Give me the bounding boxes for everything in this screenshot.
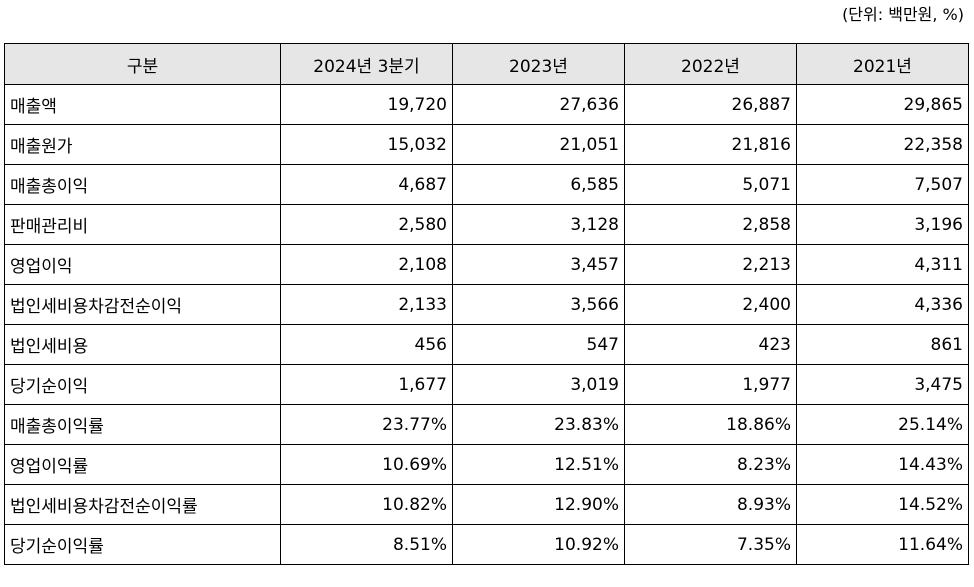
row-value: 2,213 [624,244,797,285]
row-value: 423 [624,324,797,365]
unit-note: (단위: 백만원, %) [842,5,964,24]
row-label: 당기순이익률 [4,524,281,565]
header-category: 구분 [4,43,281,85]
header-row: 구분 2024년 3분기 2023년 2022년 2021년 [4,43,969,85]
table-row: 영업이익 2,108 3,457 2,213 4,311 [4,244,969,285]
row-value: 1,977 [624,364,797,405]
row-value: 5,071 [624,164,797,205]
row-value: 10.69% [280,444,453,485]
row-value: 22,358 [796,124,969,165]
row-label: 법인세비용차감전순이익률 [4,484,281,525]
row-value: 26,887 [624,84,797,125]
row-value: 10.92% [452,524,625,565]
row-value: 8.93% [624,484,797,525]
row-value: 4,336 [796,284,969,325]
row-value: 547 [452,324,625,365]
row-value: 8.51% [280,524,453,565]
row-value: 7,507 [796,164,969,205]
row-value: 8.23% [624,444,797,485]
header-2022: 2022년 [624,43,797,85]
table-row: 판매관리비 2,580 3,128 2,858 3,196 [4,204,969,245]
header-2023: 2023년 [452,43,625,85]
row-value: 3,566 [452,284,625,325]
row-value: 4,687 [280,164,453,205]
row-label: 법인세비용차감전순이익 [4,284,281,325]
row-value: 23.77% [280,404,453,445]
row-value: 2,580 [280,204,453,245]
table-row: 법인세비용 456 547 423 861 [4,324,969,365]
row-value: 2,133 [280,284,453,325]
row-value: 12.51% [452,444,625,485]
row-label: 영업이익률 [4,444,281,485]
row-value: 6,585 [452,164,625,205]
row-value: 1,677 [280,364,453,405]
table-body: 매출액 19,720 27,636 26,887 29,865 매출원가 15,032 21,… [4,84,969,565]
row-value: 25.14% [796,404,969,445]
row-value: 19,720 [280,84,453,125]
row-label: 매출총이익률 [4,404,281,445]
row-value: 11.64% [796,524,969,565]
row-value: 23.83% [452,404,625,445]
row-value: 18.86% [624,404,797,445]
table-row: 당기순이익률 8.51% 10.92% 7.35% 11.64% [4,524,969,565]
row-value: 27,636 [452,84,625,125]
table-row: 법인세비용차감전순이익률 10.82% 12.90% 8.93% 14.52% [4,484,969,525]
row-value: 14.43% [796,444,969,485]
row-label: 영업이익 [4,244,281,285]
row-value: 15,032 [280,124,453,165]
row-label: 매출원가 [4,124,281,165]
row-label: 법인세비용 [4,324,281,365]
row-value: 21,051 [452,124,625,165]
row-label: 매출액 [4,84,281,125]
table-row: 매출총이익률 23.77% 23.83% 18.86% 25.14% [4,404,969,445]
row-value: 2,858 [624,204,797,245]
header-2021: 2021년 [796,43,969,85]
table-row: 매출액 19,720 27,636 26,887 29,865 [4,84,969,125]
row-value: 7.35% [624,524,797,565]
table-row: 당기순이익 1,677 3,019 1,977 3,475 [4,364,969,405]
header-2024-q3: 2024년 3분기 [280,43,453,85]
row-label: 판매관리비 [4,204,281,245]
table-row: 매출총이익 4,687 6,585 5,071 7,507 [4,164,969,205]
row-value: 456 [280,324,453,365]
row-value: 4,311 [796,244,969,285]
row-label: 당기순이익 [4,364,281,405]
row-value: 3,128 [452,204,625,245]
financial-summary-table: 구분 2024년 3분기 2023년 2022년 2021년 매출액 19,720… [4,43,969,565]
row-value: 21,816 [624,124,797,165]
row-value: 14.52% [796,484,969,525]
row-value: 3,196 [796,204,969,245]
row-value: 861 [796,324,969,365]
table-row: 법인세비용차감전순이익 2,133 3,566 2,400 4,336 [4,284,969,325]
row-value: 10.82% [280,484,453,525]
row-value: 2,400 [624,284,797,325]
table-row: 영업이익률 10.69% 12.51% 8.23% 14.43% [4,444,969,485]
row-value: 3,475 [796,364,969,405]
table-row: 매출원가 15,032 21,051 21,816 22,358 [4,124,969,165]
row-value: 3,019 [452,364,625,405]
row-value: 12.90% [452,484,625,525]
row-label: 매출총이익 [4,164,281,205]
row-value: 2,108 [280,244,453,285]
table-header: 구분 2024년 3분기 2023년 2022년 2021년 [4,43,969,85]
row-value: 3,457 [452,244,625,285]
row-value: 29,865 [796,84,969,125]
